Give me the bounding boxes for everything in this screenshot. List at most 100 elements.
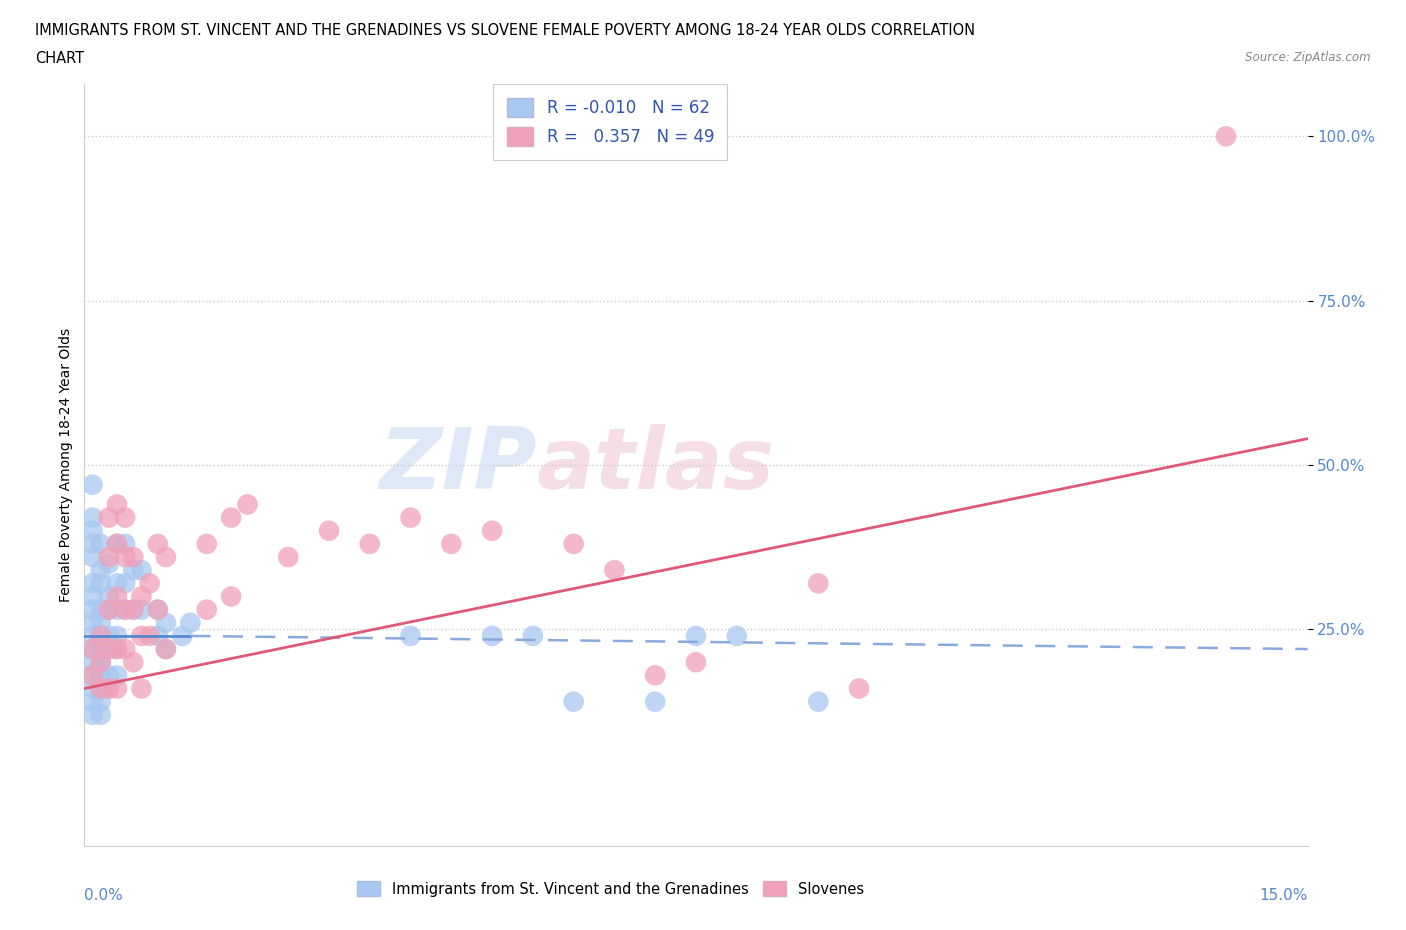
Point (90, 668, 112, 683)
Point (146, 603, 169, 618)
Point (105, 603, 128, 618)
Point (807, 576, 830, 591)
Point (122, 563, 145, 578)
Point (105, 576, 128, 591)
Point (82, 550, 104, 565)
Point (131, 563, 153, 578)
Point (440, 537, 463, 551)
Point (97, 589, 120, 604)
Point (146, 629, 169, 644)
Point (138, 576, 160, 591)
Point (562, 694, 585, 709)
Point (195, 603, 218, 618)
Point (122, 603, 145, 618)
Point (105, 642, 128, 657)
Point (219, 511, 242, 525)
Point (90, 655, 112, 670)
Point (82, 524, 104, 538)
Point (90, 603, 112, 618)
Point (105, 681, 128, 696)
Point (90, 694, 112, 709)
Point (179, 616, 201, 631)
Point (685, 629, 707, 644)
Point (114, 603, 136, 618)
Text: IMMIGRANTS FROM ST. VINCENT AND THE GRENADINES VS SLOVENE FEMALE POVERTY AMONG 1: IMMIGRANTS FROM ST. VINCENT AND THE GREN… (35, 23, 976, 38)
Point (131, 681, 153, 696)
Point (155, 616, 177, 631)
Point (122, 603, 145, 618)
Point (90, 629, 112, 644)
Point (399, 511, 422, 525)
Point (399, 629, 422, 644)
Text: ZIP: ZIP (380, 423, 537, 507)
Point (97, 603, 120, 618)
Point (82, 511, 104, 525)
Point (114, 576, 136, 591)
Point (114, 550, 136, 565)
Point (105, 589, 128, 604)
Point (146, 537, 169, 551)
Point (97, 550, 120, 565)
Point (90, 537, 112, 551)
Point (114, 642, 136, 657)
Point (82, 642, 104, 657)
Point (105, 497, 128, 512)
Point (82, 537, 104, 551)
Point (90, 708, 112, 723)
Point (82, 477, 104, 492)
Point (131, 629, 153, 644)
Point (481, 629, 503, 644)
Point (105, 537, 128, 551)
Point (146, 603, 169, 618)
Point (97, 668, 120, 683)
Legend: Immigrants from St. Vincent and the Grenadines, Slovenes: Immigrants from St. Vincent and the Gren… (349, 874, 872, 904)
Point (359, 537, 381, 551)
Point (155, 550, 177, 565)
Point (82, 655, 104, 670)
Point (82, 616, 104, 631)
Point (90, 655, 112, 670)
Point (97, 642, 120, 657)
Point (122, 550, 145, 565)
Text: CHART: CHART (35, 51, 84, 66)
Point (644, 694, 666, 709)
Point (82, 576, 104, 591)
Y-axis label: Female Poverty Among 18-24 Year Olds: Female Poverty Among 18-24 Year Olds (59, 328, 73, 602)
Point (172, 629, 194, 644)
Point (90, 563, 112, 578)
Point (138, 629, 160, 644)
Point (82, 629, 104, 644)
Point (277, 550, 299, 565)
Point (522, 629, 544, 644)
Point (97, 642, 120, 657)
Point (114, 603, 136, 618)
Point (848, 681, 870, 696)
Text: 0.0%: 0.0% (84, 888, 124, 903)
Point (82, 681, 104, 696)
Point (236, 497, 259, 512)
Point (90, 681, 112, 696)
Point (318, 524, 340, 538)
Point (114, 511, 136, 525)
Point (685, 655, 707, 670)
Point (105, 668, 128, 683)
Point (82, 708, 104, 723)
Point (97, 556, 120, 571)
Point (195, 537, 218, 551)
Point (481, 524, 503, 538)
Point (90, 629, 112, 644)
Point (155, 642, 177, 657)
Point (562, 537, 585, 551)
Point (82, 642, 104, 657)
Text: atlas: atlas (537, 423, 775, 507)
Point (105, 642, 128, 657)
Point (97, 511, 120, 525)
Point (82, 589, 104, 604)
Point (155, 642, 177, 657)
Point (82, 603, 104, 618)
Text: 15.0%: 15.0% (1260, 888, 1308, 903)
Point (90, 681, 112, 696)
Point (82, 668, 104, 683)
Point (644, 668, 666, 683)
Point (131, 603, 153, 618)
